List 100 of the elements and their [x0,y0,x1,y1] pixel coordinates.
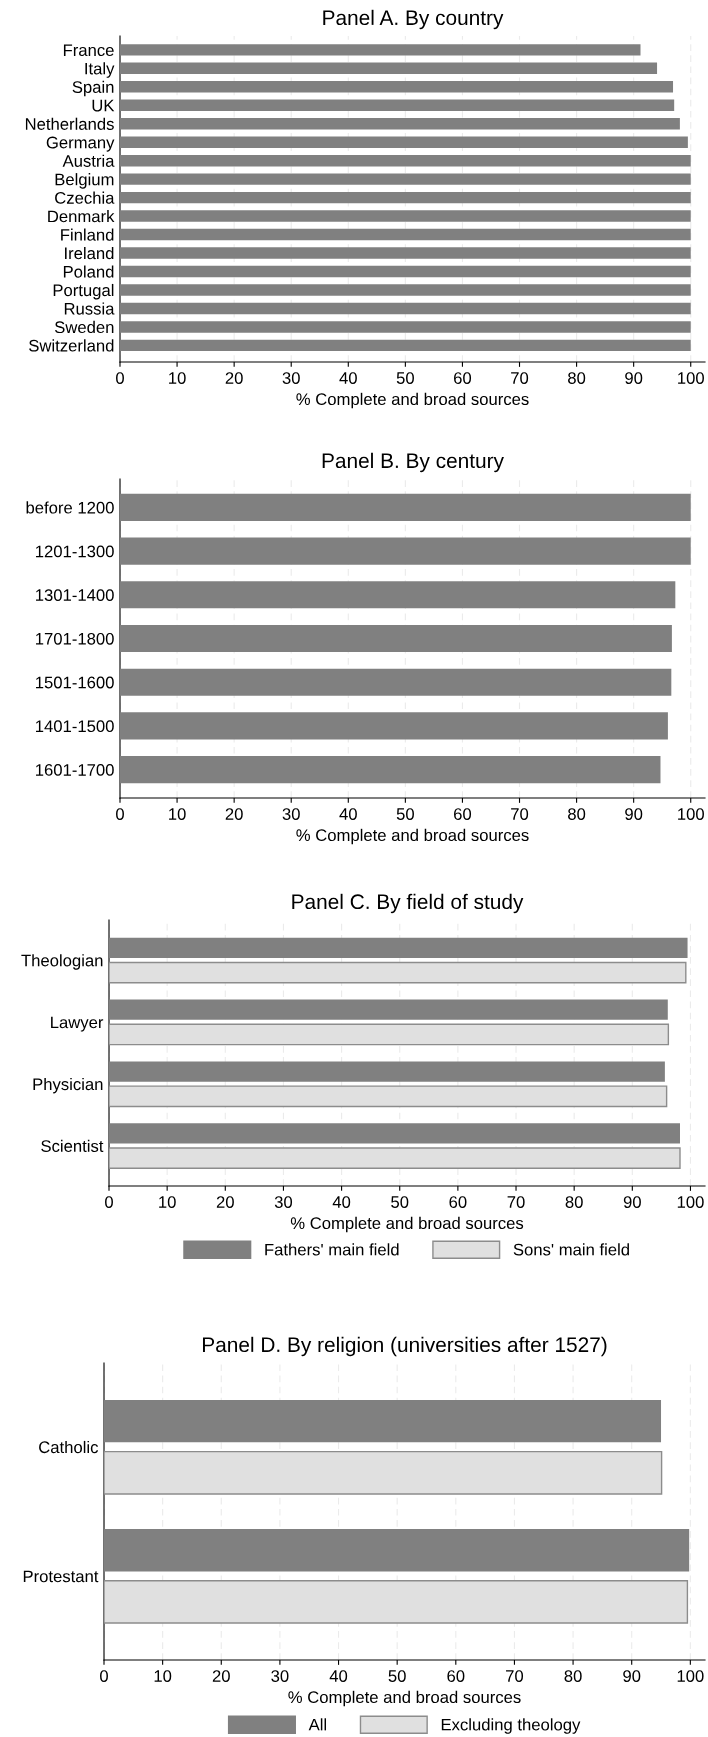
x-tick-label: 100 [678,808,704,820]
bar [120,537,691,565]
bar [109,1123,680,1144]
x-tick-label: 30 [282,372,300,384]
bar [120,712,668,740]
y-tick-label: Physician [33,1077,103,1094]
y-tick-label: Ireland [65,246,114,260]
x-axis-title: % Complete and broad sources [288,1690,521,1707]
x-tick-label: 100 [678,372,704,384]
x-tick-label: 70 [506,1670,524,1682]
y-tick-label: Belgium [55,173,114,189]
bar [104,1399,662,1443]
x-axis-title: % Complete and broad sources [290,1216,524,1233]
bar [109,1061,665,1082]
bar [120,756,661,784]
x-tick-label: 70 [511,808,529,820]
y-tick-label: Scientist [41,1139,104,1152]
y-tick-label: Spain [72,80,114,97]
y-tick-label: Austria [62,154,115,167]
y-tick-label: Protestant [23,1570,99,1583]
y-tick-label: 1501-1600 [36,676,114,689]
x-tick-label: 40 [339,808,357,820]
x-tick-label: 10 [169,808,186,820]
y-tick-label: 1601-1700 [36,764,114,776]
y-tick-label: France [63,44,114,57]
x-tick-label: 0 [105,1196,113,1208]
y-tick-label: UK [92,99,115,112]
x-tick-label: 90 [625,372,643,384]
x-tick-label: 50 [396,372,414,384]
x-tick-label: 60 [454,808,472,820]
y-tick-label: Russia [64,302,115,315]
y-tick-label: Czechia [55,191,115,204]
x-tick-label: 50 [396,808,414,820]
y-tick-label: Sweden [54,320,114,334]
y-tick-label: 1301-1400 [36,589,114,601]
x-tick-label: 40 [329,1670,348,1682]
x-tick-label: 80 [568,808,586,820]
x-tick-label: 90 [625,808,643,820]
bar [109,999,668,1020]
y-tick-label: Germany [46,136,115,152]
legend-label: Fathers' main field [265,1243,399,1256]
x-tick-label: 30 [271,1670,289,1682]
x-tick-label: 30 [282,808,300,820]
x-tick-label: 20 [212,1670,230,1682]
x-tick-label: 10 [159,1196,176,1208]
y-tick-label: before 1200 [26,501,114,514]
x-tick-label: 20 [225,372,243,384]
y-tick-label: Portugal [53,283,114,300]
x-tick-label: 40 [332,1196,351,1208]
x-axis-title: % Complete and broad sources [296,392,529,409]
chart-title: Panel B. By century [322,452,504,473]
x-tick-label: 60 [454,372,472,384]
bar [104,1529,690,1572]
x-tick-label: 10 [154,1670,172,1682]
bar [120,668,672,696]
y-tick-label: 1201-1300 [36,545,114,558]
y-tick-label: Italy [85,62,115,78]
x-tick-label: 60 [447,1670,465,1682]
x-tick-label: 40 [339,372,357,384]
chart-title: Panel A. By country [323,9,504,30]
y-tick-label: Lawyer [51,1016,104,1032]
x-tick-label: 100 [677,1670,704,1682]
x-tick-label: 90 [623,1670,641,1682]
x-tick-label: 80 [565,1196,583,1208]
y-tick-label: 1401-1500 [36,720,114,733]
x-tick-label: 90 [623,1196,641,1208]
y-tick-label: Finland [61,228,114,241]
y-tick-label: Catholic [39,1440,99,1454]
bar [120,624,672,653]
x-tick-label: 0 [116,808,124,820]
chart-title: Panel C. By field of study [292,893,524,914]
x-tick-label: 50 [388,1670,406,1682]
x-tick-label: 0 [116,372,124,384]
x-tick-label: 80 [564,1670,582,1682]
x-tick-label: 100 [677,1196,704,1208]
y-tick-label: Switzerland [29,339,114,352]
x-tick-label: 20 [225,808,243,820]
chart-title: Panel D. By religion (universities after 1527) [203,1336,607,1357]
bar [120,493,691,521]
x-tick-label: 10 [169,372,186,384]
bar [120,581,676,609]
y-tick-label: Netherlands [25,117,114,130]
x-tick-label: 80 [568,372,586,384]
y-tick-label: 1701-1800 [36,632,114,645]
legend-label: All [308,1718,327,1731]
x-tick-label: 60 [449,1196,467,1208]
x-tick-label: 20 [216,1196,234,1208]
bar [109,1085,668,1108]
x-axis-title: % Complete and broad sources [296,828,529,845]
y-tick-label: Denmark [48,210,115,223]
y-tick-label: Theologian [21,954,103,970]
x-tick-label: 30 [274,1196,293,1208]
legend-label: Sons' main field [513,1243,629,1256]
y-tick-label: Poland [63,265,114,278]
x-tick-label: 70 [507,1196,525,1208]
bar [109,937,688,958]
x-tick-label: 0 [100,1670,108,1682]
x-tick-label: 70 [511,372,529,384]
legend-label: Excluding theology [441,1718,581,1734]
x-tick-label: 50 [391,1196,409,1208]
